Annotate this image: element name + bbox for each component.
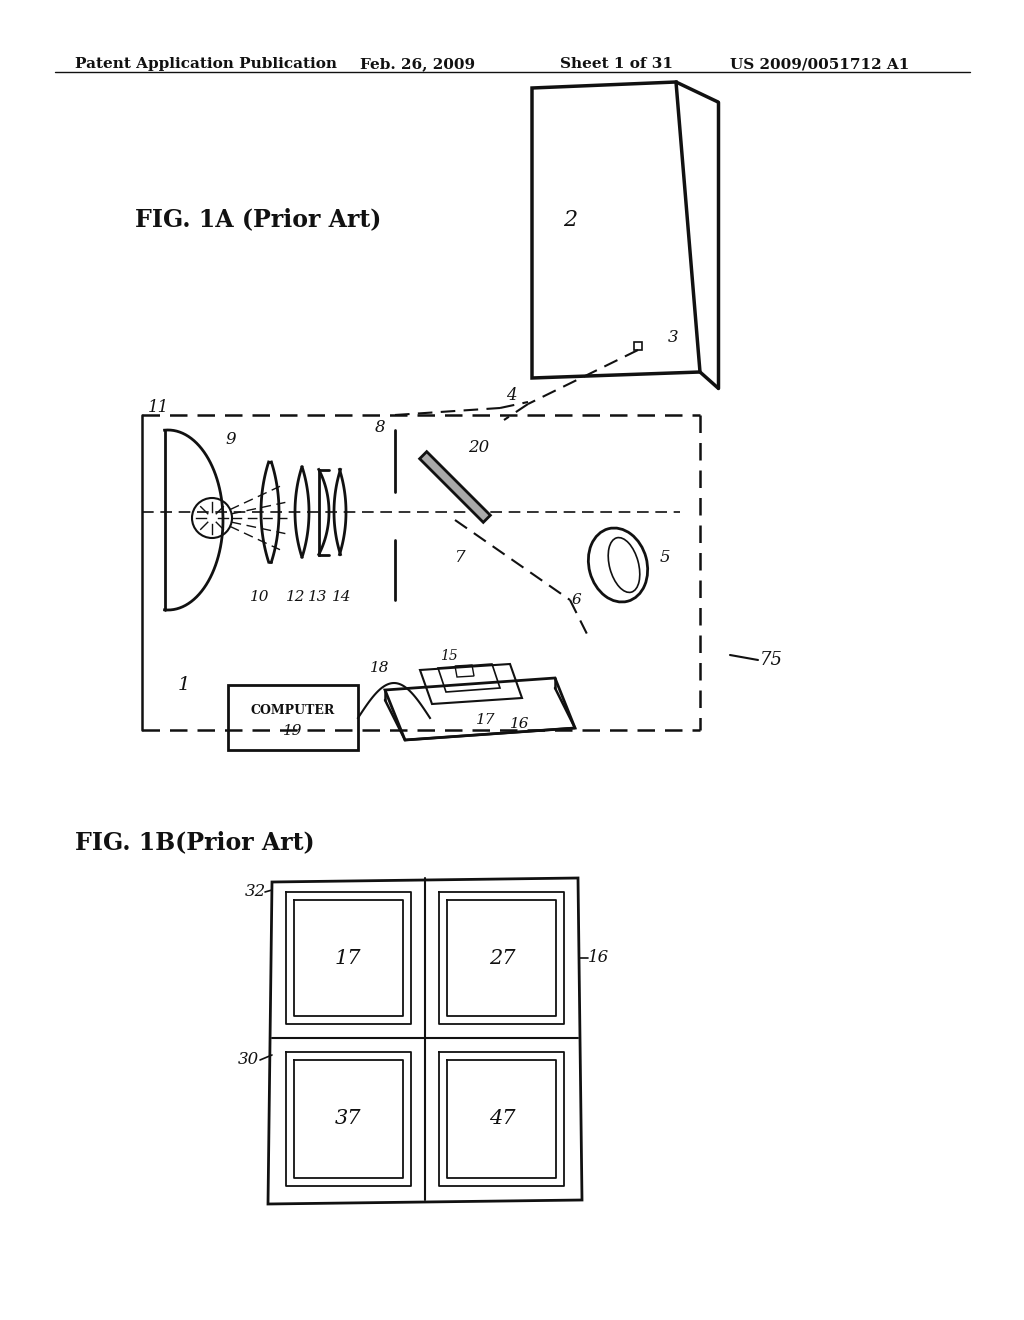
Bar — [634, 342, 642, 350]
Text: 12: 12 — [287, 590, 306, 605]
Text: 8: 8 — [375, 418, 385, 436]
Text: 11: 11 — [148, 400, 169, 417]
Text: 37: 37 — [335, 1110, 361, 1129]
Text: 75: 75 — [760, 651, 783, 669]
Text: 16: 16 — [510, 717, 529, 731]
Text: COMPUTER: COMPUTER — [251, 704, 335, 717]
Text: 3: 3 — [668, 330, 679, 346]
Text: 20: 20 — [468, 440, 489, 457]
Text: 27: 27 — [488, 949, 515, 968]
Text: 4: 4 — [506, 387, 517, 404]
Text: 16: 16 — [588, 949, 609, 966]
Text: 2: 2 — [563, 209, 578, 231]
Text: 30: 30 — [238, 1052, 259, 1068]
Text: Sheet 1 of 31: Sheet 1 of 31 — [560, 57, 673, 71]
Text: 15: 15 — [440, 649, 458, 663]
Text: 17: 17 — [335, 949, 361, 968]
Text: 10: 10 — [250, 590, 269, 605]
Text: 5: 5 — [660, 549, 671, 566]
Text: 6: 6 — [572, 593, 582, 607]
Text: US 2009/0051712 A1: US 2009/0051712 A1 — [730, 57, 909, 71]
Text: 13: 13 — [308, 590, 328, 605]
Text: Feb. 26, 2009: Feb. 26, 2009 — [360, 57, 475, 71]
Text: 18: 18 — [370, 661, 389, 675]
Text: 32: 32 — [245, 883, 266, 900]
Text: FIG. 1B(Prior Art): FIG. 1B(Prior Art) — [75, 830, 314, 854]
Text: 47: 47 — [488, 1110, 515, 1129]
Polygon shape — [420, 451, 490, 523]
Text: 1: 1 — [178, 676, 190, 694]
Text: 7: 7 — [455, 549, 466, 566]
Text: 14: 14 — [332, 590, 352, 605]
Text: 9: 9 — [225, 432, 236, 449]
Text: 19: 19 — [284, 723, 303, 738]
Text: 17: 17 — [476, 713, 496, 727]
Text: FIG. 1A (Prior Art): FIG. 1A (Prior Art) — [135, 207, 381, 231]
Text: Patent Application Publication: Patent Application Publication — [75, 57, 337, 71]
